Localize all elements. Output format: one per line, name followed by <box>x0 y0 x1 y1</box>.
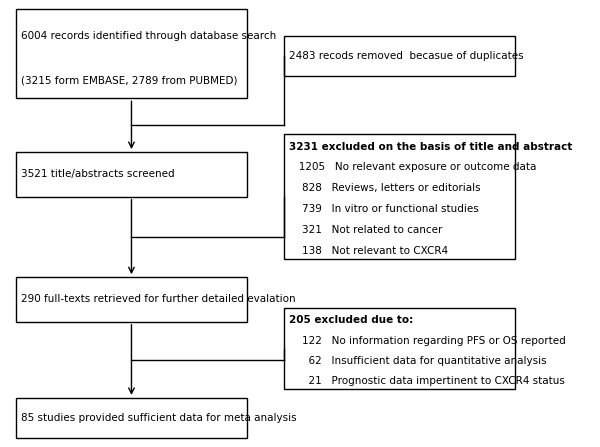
FancyBboxPatch shape <box>284 134 515 259</box>
Text: 1205   No relevant exposure or outcome data: 1205 No relevant exposure or outcome dat… <box>289 162 536 173</box>
Text: 21   Prognostic data impertinent to CXCR4 status: 21 Prognostic data impertinent to CXCR4 … <box>289 376 565 386</box>
Text: 85 studies provided sufficient data for meta analysis: 85 studies provided sufficient data for … <box>21 413 296 423</box>
Text: 62   Insufficient data for quantitative analysis: 62 Insufficient data for quantitative an… <box>289 356 547 366</box>
FancyBboxPatch shape <box>284 36 515 76</box>
Text: 205 excluded due to:: 205 excluded due to: <box>289 316 413 325</box>
FancyBboxPatch shape <box>16 9 247 98</box>
Text: 6004 records identified through database search: 6004 records identified through database… <box>21 31 276 41</box>
FancyBboxPatch shape <box>16 398 247 438</box>
Text: 3231 excluded on the basis of title and abstract: 3231 excluded on the basis of title and … <box>289 142 572 152</box>
Text: 739   In vitro or functional studies: 739 In vitro or functional studies <box>289 204 479 214</box>
Text: 828   Reviews, letters or editorials: 828 Reviews, letters or editorials <box>289 183 481 194</box>
Text: 2483 recods removed  becasue of duplicates: 2483 recods removed becasue of duplicate… <box>289 51 524 61</box>
FancyBboxPatch shape <box>16 152 247 197</box>
FancyBboxPatch shape <box>284 308 515 389</box>
Text: 138   Not relevant to CXCR4: 138 Not relevant to CXCR4 <box>289 246 448 256</box>
Text: 290 full-texts retrieved for further detailed evalation: 290 full-texts retrieved for further det… <box>21 295 296 304</box>
Text: 122   No information regarding PFS or OS reported: 122 No information regarding PFS or OS r… <box>289 336 566 346</box>
FancyBboxPatch shape <box>16 277 247 322</box>
Text: 3521 title/abstracts screened: 3521 title/abstracts screened <box>21 169 175 179</box>
Text: 321   Not related to cancer: 321 Not related to cancer <box>289 225 443 235</box>
Text: (3215 form EMBASE, 2789 from PUBMED): (3215 form EMBASE, 2789 from PUBMED) <box>21 76 238 85</box>
